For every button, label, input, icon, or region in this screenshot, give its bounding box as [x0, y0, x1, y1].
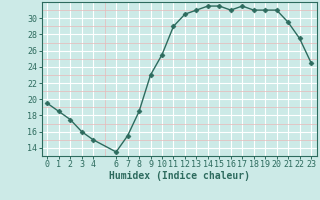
X-axis label: Humidex (Indice chaleur): Humidex (Indice chaleur) — [109, 171, 250, 181]
